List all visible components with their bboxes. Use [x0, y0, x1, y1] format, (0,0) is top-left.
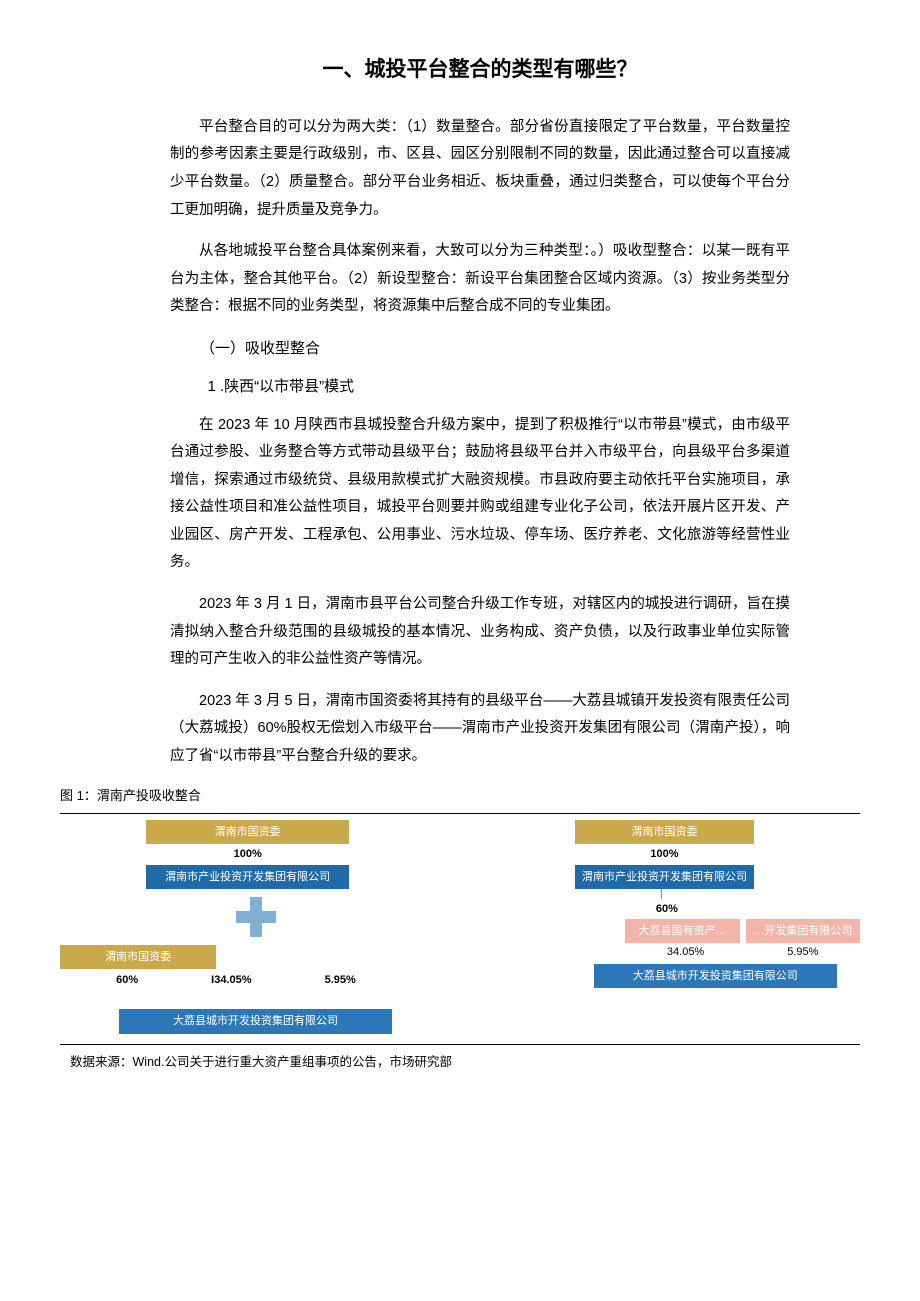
- diagram-left-before: 渭南市国资委 100% 渭南市产业投资开发集团有限公司 渭南市国资委 60% I…: [60, 820, 451, 1034]
- pct-60: 60%: [116, 973, 138, 987]
- pct-r-34: 34.05%: [667, 945, 704, 959]
- edge-pct-right-100: 100%: [575, 847, 755, 861]
- node-mid-right-2: …开发集团有限公司: [746, 919, 860, 943]
- figure-1-diagram: 渭南市国资委 100% 渭南市产业投资开发集团有限公司 渭南市国资委 60% I…: [60, 813, 860, 1045]
- figure-source: 数据来源：Wind.公司关于进行重大资产重组事项的公告，市场研究部: [60, 1051, 860, 1075]
- node-owner-left-bottom: 渭南市国资委: [60, 945, 216, 969]
- node-owner-right: 渭南市国资委: [575, 820, 755, 844]
- edge-pct-right-60: 60%: [656, 902, 860, 916]
- edge-pcts-left-bottom: 60% I34.05% 5.95%: [80, 973, 393, 987]
- plus-icon: [236, 897, 276, 937]
- page-title: 一、城投平台整合的类型有哪些？: [170, 50, 790, 90]
- paragraph-2: 从各地城投平台整合具体案例来看，大致可以分为三种类型：。）吸收型整合：以某一既有…: [170, 238, 790, 321]
- node-entity-right-2: 大荔县城市开发投资集团有限公司: [594, 964, 836, 988]
- edge-pcts-right-branch: 34.05% 5.95%: [625, 945, 860, 959]
- paragraph-1: 平台整合目的可以分为两大类：（1）数量整合。部分省份直接限定了平台数量，平台数量…: [170, 114, 790, 224]
- pct-595: 5.95%: [325, 973, 356, 987]
- node-entity-left-top: 渭南市产业投资开发集团有限公司: [146, 865, 349, 889]
- pct-r-595: 5.95%: [787, 945, 818, 959]
- node-entity-left-bottom: 大荔县城市开发投资集团有限公司: [119, 1009, 393, 1033]
- node-owner-left-top: 渭南市国资委: [146, 820, 349, 844]
- section-heading-1: （一）吸收型整合: [170, 335, 790, 364]
- diagram-right-after: 渭南市国资委 100% 渭南市产业投资开发集团有限公司 60% 大荔县国有资产……: [469, 820, 860, 1034]
- paragraph-3: 在 2023 年 10 月陕西市县城投整合升级方案中，提到了积极推行“以市带县”…: [170, 412, 790, 577]
- pct-34: I34.05%: [211, 973, 251, 987]
- figure-caption: 图 1：渭南产投吸收整合: [60, 784, 860, 809]
- node-entity-right-1: 渭南市产业投资开发集团有限公司: [575, 865, 755, 889]
- edge-pct-left-top: 100%: [146, 847, 349, 861]
- paragraph-4: 2023 年 3 月 1 日，渭南市县平台公司整合升级工作专班，对辖区内的城投进…: [170, 591, 790, 674]
- subsection-heading-1: 1 .陕西“以市带县”模式: [170, 373, 790, 402]
- node-mid-right-1: 大荔县国有资产…: [625, 919, 739, 943]
- paragraph-5: 2023 年 3 月 5 日，渭南市国资委将其持有的县级平台——大荔县城镇开发投…: [170, 688, 790, 771]
